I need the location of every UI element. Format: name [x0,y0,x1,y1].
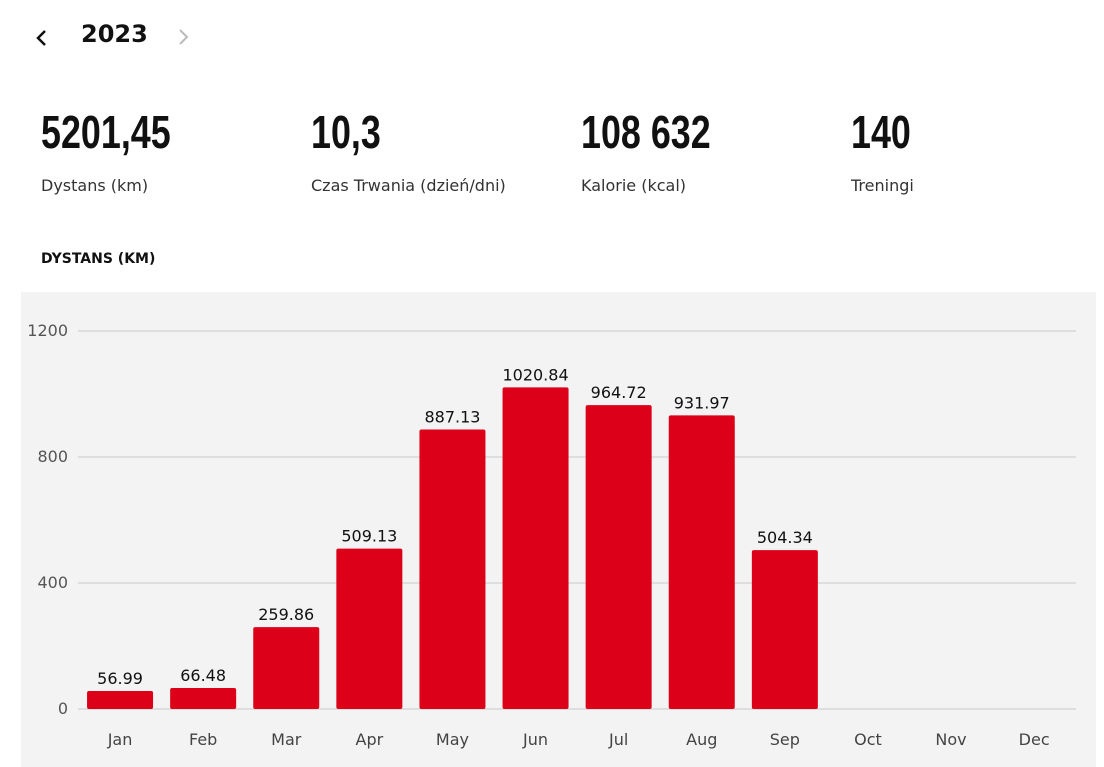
stat-label: Dystans (km) [41,176,148,195]
value-label: 504.34 [757,528,813,547]
x-tick-label: Sep [770,730,800,749]
stats: 5201,45 Dystans (km) 10,3 Czas Trwania (dzi… [41,107,914,195]
y-tick-label: 400 [37,573,68,592]
bar [502,387,569,709]
year: 2023 [81,20,148,48]
stat-value: 5201,45 [41,107,171,158]
bar [336,548,403,709]
x-tick-label: Mar [271,730,302,749]
bar [253,627,320,709]
x-tick-label: Jun [522,730,548,749]
stat-label: Czas Trwania (dzień/dni) [311,176,506,195]
bar [751,550,818,709]
bar [170,688,237,709]
x-tick-label: Apr [356,730,384,749]
plot: 0 400 800 1200 Jan 56.99 Feb 66.48 Mar 259.86 Apr 5… [27,321,1076,749]
x-tick-label: Dec [1019,730,1050,749]
stat-value: 140 [851,107,911,158]
value-label: 964.72 [591,383,647,402]
x-tick-label: May [436,730,469,749]
value-label: 887.13 [424,408,480,427]
y-tick-label: 0 [58,699,68,718]
stat-value: 10,3 [311,107,381,158]
value-label: 1020.84 [502,365,568,384]
value-label: 931.97 [674,393,730,412]
next-year-button[interactable] [179,29,189,45]
x-tick-label: Oct [854,730,882,749]
bar [668,415,735,709]
bar [87,691,154,709]
stat-value: 108 632 [581,107,711,158]
value-label: 259.86 [258,605,314,624]
x-tick-label: Jul [608,730,628,749]
chart-title: DYSTANS (KM) [41,251,155,267]
bar [419,429,486,709]
bar [585,405,652,709]
x-tick-label: Jan [107,730,133,749]
prev-year-button[interactable] [36,30,46,46]
x-tick-label: Nov [935,730,966,749]
y-tick-label: 800 [37,447,68,466]
y-tick-label: 1200 [27,321,68,340]
stat-label: Treningi [850,176,914,195]
value-label: 66.48 [180,666,226,685]
x-tick-label: Feb [189,730,217,749]
stat-label: Kalorie (kcal) [581,176,686,195]
value-label: 56.99 [97,669,143,688]
x-tick-label: Aug [686,730,717,749]
value-label: 509.13 [341,527,397,546]
